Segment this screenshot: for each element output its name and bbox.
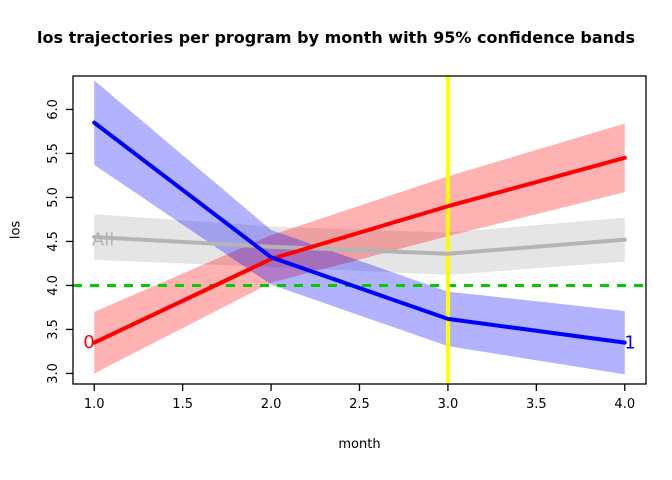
y-tick-label: 5.5	[46, 143, 61, 164]
x-tick-label: 3.5	[526, 397, 547, 412]
y-tick-label: 3.5	[46, 319, 61, 340]
x-tick-label: 2.5	[349, 397, 370, 412]
y-axis-label: los	[8, 220, 24, 240]
chart-title: los trajectories per program by month wi…	[37, 28, 635, 47]
x-tick-label: 4.0	[614, 397, 635, 412]
series-label-program-1: 1	[624, 333, 635, 354]
series-label-All: All	[92, 230, 114, 251]
x-axis-label: month	[338, 437, 381, 452]
y-tick-label: 5.0	[46, 187, 61, 208]
x-tick-label: 1.0	[84, 397, 105, 412]
x-tick-label: 2.0	[261, 397, 282, 412]
y-tick-label: 4.5	[46, 231, 61, 252]
trajectory-line-program-1	[92, 120, 627, 345]
y-tick-label: 4.0	[46, 275, 61, 296]
trajectory-line-program-0	[92, 155, 627, 345]
x-tick-label: 3.0	[438, 397, 459, 412]
x-tick-label: 1.5	[172, 397, 193, 412]
trajectory-line-All	[92, 235, 627, 256]
y-tick-label: 3.0	[46, 363, 61, 384]
y-tick-label: 6.0	[46, 99, 61, 120]
series-label-program-0: 0	[83, 332, 94, 353]
confidence-band-program-1	[94, 80, 625, 375]
confidence-band-All	[94, 214, 625, 275]
